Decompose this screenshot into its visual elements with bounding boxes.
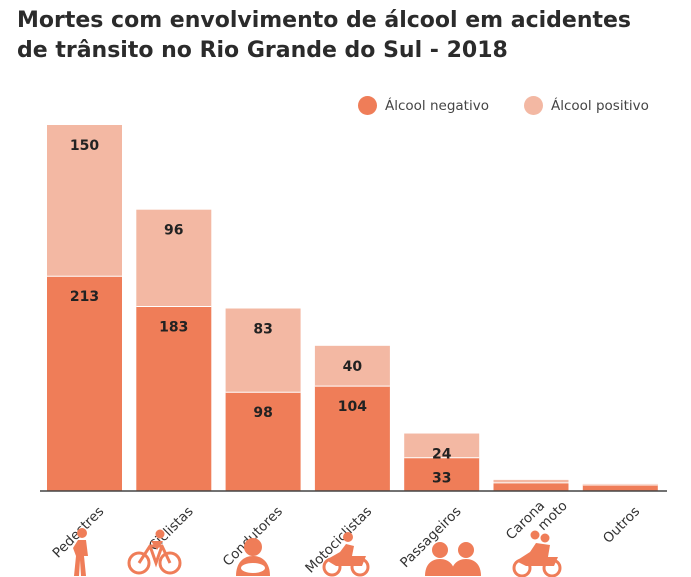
legend-item-negative: Álcool negativo [358, 96, 489, 115]
data-label-negative-4: 33 [432, 471, 451, 487]
data-labels-group: 213 150 183 96 98 83 104 40 33 24 [70, 138, 452, 487]
data-label-positive-0: 150 [70, 138, 99, 154]
passengers-icon [425, 542, 481, 576]
data-label-positive-2: 83 [253, 322, 272, 338]
bar-negative-4 [404, 457, 480, 491]
legend-swatch-negative [358, 96, 377, 115]
bar-positive-5 [493, 479, 569, 483]
data-label-positive-4: 24 [432, 447, 452, 463]
motorcyclist-icon [322, 532, 370, 577]
data-label-positive-1: 96 [164, 223, 183, 239]
bar-positive-4 [404, 433, 480, 458]
bar-positive-3 [314, 345, 390, 387]
moto-passenger-icon [512, 530, 562, 577]
data-label-negative-1: 183 [159, 319, 188, 335]
bar-positive-1 [136, 209, 212, 307]
legend-label-negative: Álcool negativo [385, 97, 489, 114]
legend-label-positive: Álcool positivo [551, 97, 649, 114]
chart-title-line-1: Mortes com envolvimento de álcool em aci… [17, 8, 632, 33]
category-text-4: Passageiros [397, 504, 464, 571]
bar-negative-3 [314, 386, 390, 491]
legend: Álcool negativo Álcool positivo [352, 96, 682, 120]
bar-negative-1 [136, 306, 212, 491]
data-label-negative-0: 213 [70, 289, 99, 305]
bar-negative-6 [582, 484, 658, 491]
chart-title-line-2: de trânsito no Rio Grande do Sul - 2018 [17, 38, 508, 63]
bar-positive-0 [47, 125, 122, 277]
data-label-positive-3: 40 [343, 359, 363, 375]
data-label-negative-3: 104 [338, 399, 367, 415]
category-text-6: Outros [600, 504, 643, 547]
legend-swatch-positive [524, 96, 543, 115]
category-label-4: Passageiros [397, 504, 464, 571]
legend-item-positive: Álcool positivo [524, 96, 649, 115]
bars-group [47, 125, 658, 491]
bar-negative-5 [493, 482, 569, 491]
data-label-negative-2: 98 [253, 405, 272, 421]
bar-negative-2 [225, 392, 301, 491]
bar-negative-0 [47, 276, 122, 491]
driver-icon [236, 538, 270, 576]
category-label-6: Outros [600, 504, 643, 547]
bar-positive-2 [225, 308, 301, 393]
category-icons-group [73, 528, 562, 577]
bar-positive-6 [582, 483, 658, 485]
pedestrian-icon [73, 528, 88, 576]
cyclist-icon [127, 529, 182, 575]
chart-title: Mortes com envolvimento de álcool em aci… [17, 6, 677, 66]
